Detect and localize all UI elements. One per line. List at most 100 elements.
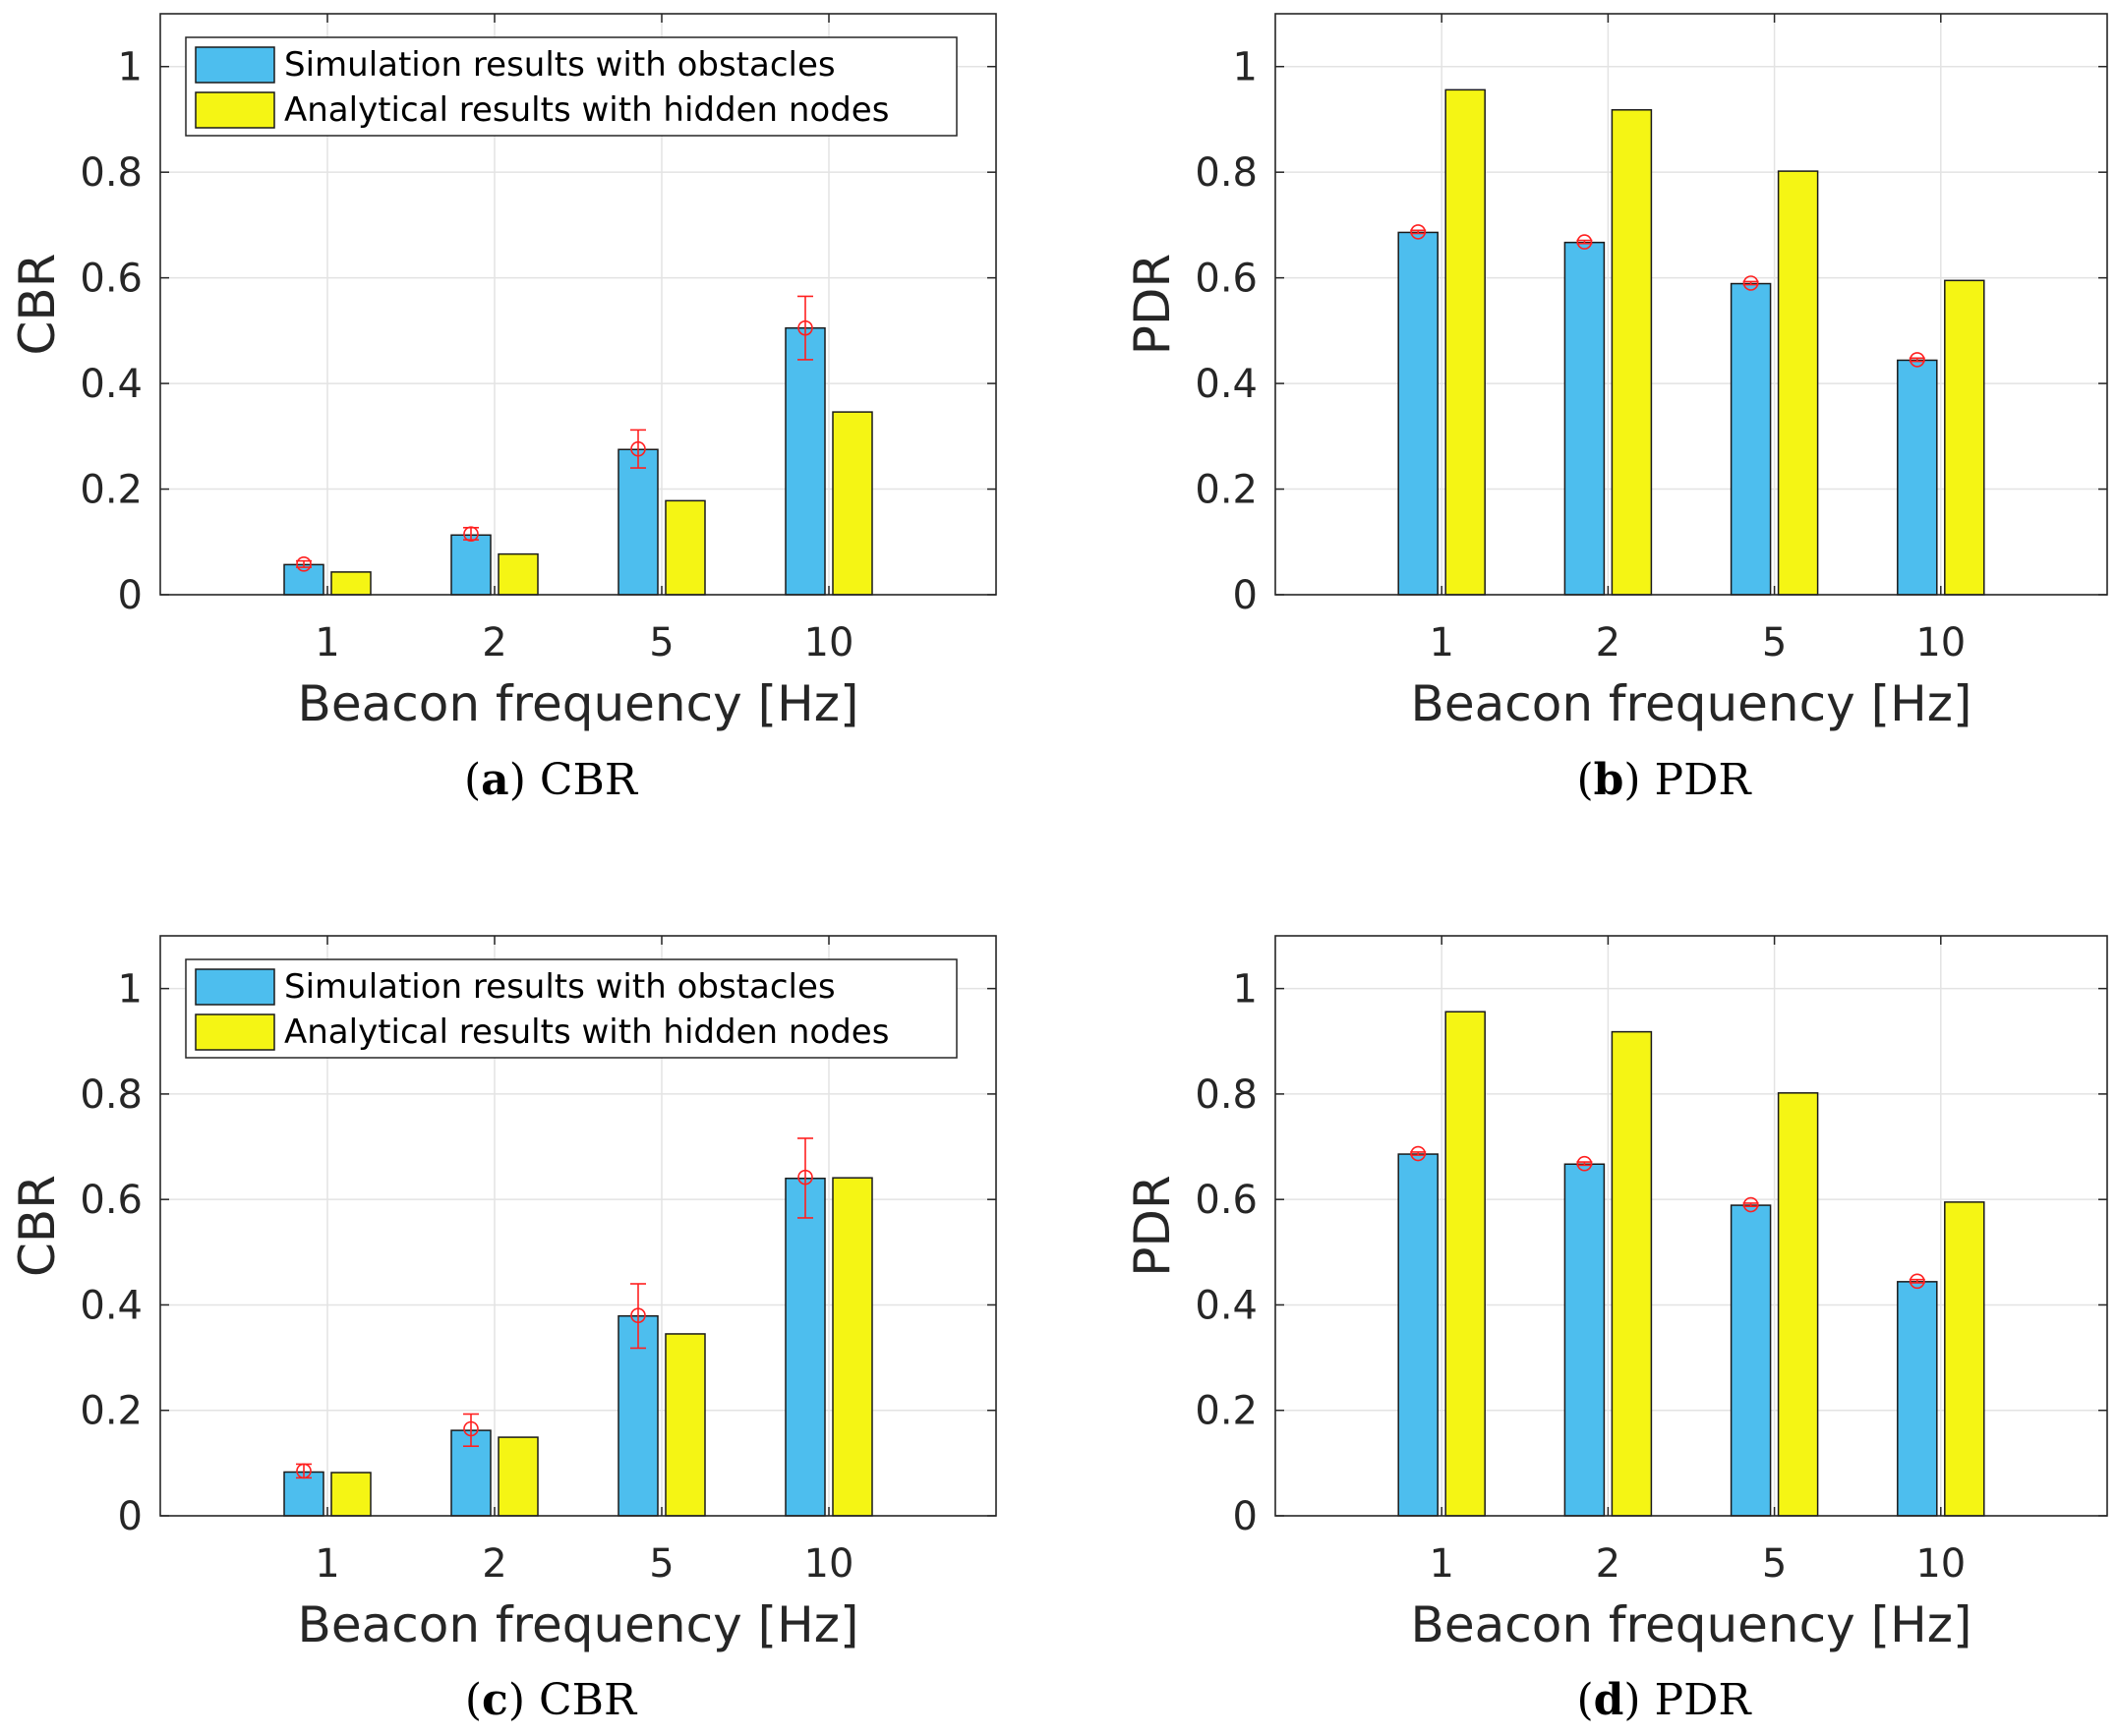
panel-c-bar-analytical-10 <box>833 1178 872 1516</box>
panel-a-xtick-label: 10 <box>804 620 854 665</box>
panel-b-ytick-label: 0 <box>1233 573 1258 618</box>
panel-d-bar-simulation-5 <box>1732 1205 1771 1516</box>
panel-a-legend-swatch-1 <box>196 92 274 128</box>
panel-c-ytick-label: 0.4 <box>80 1283 143 1328</box>
panel-b-bar-simulation-5 <box>1732 284 1771 595</box>
panel-a-y-axis-label: CBR <box>9 254 66 356</box>
panel-d-ytick-label: 0.4 <box>1195 1283 1258 1328</box>
panel-d-bar-analytical-1 <box>1445 1012 1485 1516</box>
chart-panel-b: 0 0.2 0.4 0.6 0.8 1 1 2 5 10 Beacon frequency [Hz]… <box>1124 14 2107 805</box>
figure: 00.20.40.60.811 2 5 10Beacon frequency [Hz]… <box>0 0 2117 1736</box>
panel-a-bar-simulation-2 <box>451 535 491 595</box>
panel-a-bar-analytical-5 <box>666 500 705 595</box>
panel-a-legend: Simulation results with obstacles Analyti… <box>186 37 957 136</box>
panel-b-xtick-label: 1 <box>1429 620 1453 665</box>
panel-d-bar-analytical-10 <box>1945 1202 1984 1516</box>
panel-a-xtick-label: 5 <box>649 620 674 665</box>
panel-c-bar-simulation-10 <box>786 1179 825 1516</box>
panel-d-bar-analytical-5 <box>1779 1093 1818 1516</box>
panel-a-xtick-label: 2 <box>482 620 506 665</box>
panel-b-y-axis-label: PDR <box>1124 254 1181 355</box>
panel-b-xtick-label: 5 <box>1762 620 1787 665</box>
panel-b-bar-analytical-2 <box>1612 110 1651 595</box>
panel-a-ytick-label: 0 <box>118 573 143 618</box>
panel-d-xtick-label: 2 <box>1596 1541 1620 1587</box>
panel-a-ytick-label: 0.2 <box>80 468 143 513</box>
panel-c-legend-swatch-1 <box>196 1014 274 1050</box>
panel-b-ytick-label: 1 <box>1233 45 1258 90</box>
panel-a-bar-analytical-10 <box>833 412 872 595</box>
panel-a-caption-text: CBR <box>540 755 639 805</box>
chart-panel-a: 0 0.2 0.4 0.6 0.8 1 1 2 5 10 Beacon frequency [Hz]… <box>9 14 996 805</box>
panel-d-x-axis-label: Beacon frequency [Hz] <box>1411 1596 1972 1653</box>
panel-c-caption-letter: c <box>482 1675 508 1725</box>
panel-b-bar-analytical-5 <box>1779 171 1818 595</box>
panel-c-legend-entry-1: Analytical results with hidden nodes <box>284 1013 889 1052</box>
panel-a-caption-letter: a <box>481 755 509 805</box>
panel-a-legend-swatch-0 <box>196 47 274 83</box>
panel-c-ytick-label: 1 <box>118 967 143 1013</box>
panel-d-ytick-label: 0.8 <box>1195 1072 1258 1118</box>
panel-a-bar-analytical-2 <box>499 554 538 595</box>
panel-b-bar-simulation-10 <box>1898 360 1937 595</box>
panel-d-ytick-label: 0.6 <box>1195 1178 1258 1223</box>
panel-a-ytick-label: 0.8 <box>80 150 143 196</box>
panel-b-bar-simulation-2 <box>1564 243 1604 595</box>
panel-c-xtick-label: 10 <box>804 1541 854 1587</box>
panel-b-ytick-label: 0.4 <box>1195 362 1258 407</box>
panel-a-bar-simulation-1 <box>284 564 323 595</box>
panel-b-xtick-label: 2 <box>1596 620 1620 665</box>
panel-d-y-axis-label: PDR <box>1124 1175 1181 1276</box>
panel-d-bar-simulation-2 <box>1564 1164 1604 1516</box>
panel-d-caption-letter: d <box>1594 1675 1624 1725</box>
panel-d-caption: (d) PDR <box>1576 1675 1752 1725</box>
panel-c-bar-analytical-2 <box>499 1437 538 1516</box>
panel-a-ytick-label: 0.4 <box>80 362 143 407</box>
panel-a-legend-entry-0: Simulation results with obstacles <box>284 45 836 85</box>
panel-d-ytick-label: 0 <box>1233 1494 1258 1539</box>
panel-c-errorbar-1 <box>296 1464 312 1477</box>
panel-d-ytick-label: 0.2 <box>1195 1389 1258 1434</box>
panel-d-xtick-label: 1 <box>1429 1541 1453 1587</box>
panel-d-bar-simulation-10 <box>1898 1282 1937 1516</box>
panel-b-xtick-label: 10 <box>1915 620 1966 665</box>
panel-a-x-axis-label: Beacon frequency [Hz] <box>298 675 859 732</box>
panel-c-bar-analytical-5 <box>666 1334 705 1516</box>
panel-c-ytick-label: 0 <box>118 1494 143 1539</box>
panel-d-xtick-label: 10 <box>1915 1541 1966 1587</box>
panel-d-bar-simulation-1 <box>1398 1154 1438 1516</box>
panel-a-bar-simulation-5 <box>618 449 658 595</box>
panel-a-caption: (a) CBR <box>464 755 639 805</box>
panel-b-bar-simulation-1 <box>1398 232 1438 595</box>
panel-b-ytick-label: 0.8 <box>1195 150 1258 196</box>
panel-b-ytick-label: 0.2 <box>1195 468 1258 513</box>
panel-b-caption-letter: b <box>1594 755 1624 805</box>
panel-c-bar-analytical-1 <box>331 1473 371 1516</box>
panel-a-bar-simulation-10 <box>786 328 825 595</box>
panel-b-bar-analytical-1 <box>1445 89 1485 595</box>
panel-b-bar-analytical-10 <box>1945 280 1984 595</box>
panel-a-ytick-label: 0.6 <box>80 257 143 302</box>
panel-c-xtick-label: 5 <box>649 1541 674 1587</box>
panel-d-caption-text: PDR <box>1655 1675 1753 1725</box>
panel-c-xtick-label: 1 <box>315 1541 339 1587</box>
panel-c-ytick-label: 0.6 <box>80 1178 143 1223</box>
panel-d-ytick-label: 1 <box>1233 967 1258 1013</box>
panel-c-xtick-label: 2 <box>482 1541 506 1587</box>
panel-a-xtick-label: 1 <box>315 620 339 665</box>
panel-a-legend-entry-1: Analytical results with hidden nodes <box>284 90 889 130</box>
chart-panel-d: 0 0.2 0.4 0.6 0.8 1 1 2 5 10 Beacon frequency [Hz]… <box>1124 936 2107 1725</box>
panel-c-x-axis-label: Beacon frequency [Hz] <box>298 1596 859 1653</box>
panel-b-caption-text: PDR <box>1655 755 1753 805</box>
panel-c-caption-text: CBR <box>539 1675 638 1725</box>
panel-c-y-axis-label: CBR <box>9 1175 66 1277</box>
panel-b-caption: (b) PDR <box>1576 755 1752 805</box>
panel-a-ytick-label: 1 <box>118 45 143 90</box>
panel-d-xtick-label: 5 <box>1762 1541 1787 1587</box>
panel-c-legend-entry-0: Simulation results with obstacles <box>284 967 836 1007</box>
panel-c-ytick-label: 0.2 <box>80 1389 143 1434</box>
panel-c-ytick-label: 0.8 <box>80 1072 143 1118</box>
panel-c-caption: (c) CBR <box>465 1675 638 1725</box>
panel-d-bar-analytical-2 <box>1612 1032 1651 1516</box>
panel-c-legend: Simulation results with obstacles Analyti… <box>186 959 957 1058</box>
